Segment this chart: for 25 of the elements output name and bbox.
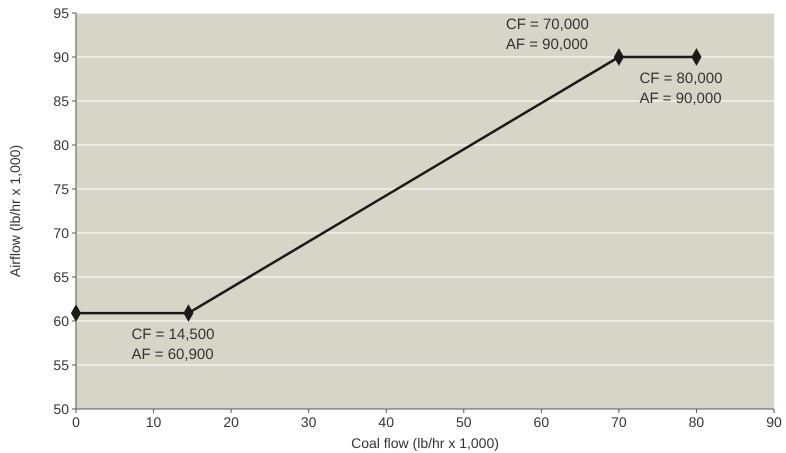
y-tick-label: 80 (53, 136, 70, 153)
annotation: CF = 70,000 AF = 90,000 (506, 16, 589, 53)
annotation: CF = 80,000 AF = 90,000 (639, 70, 722, 107)
y-tick-label: 70 (53, 224, 70, 241)
x-tick-label: 20 (223, 414, 240, 430)
x-tick-label: 70 (611, 414, 627, 430)
x-axis-title: Coal flow (lb/hr x 1,000) (351, 435, 499, 451)
y-tick-label: 95 (53, 4, 70, 21)
y-tick-label: 75 (53, 180, 70, 197)
x-tick-label: 90 (766, 414, 782, 430)
y-tick-label: 55 (53, 356, 70, 373)
y-tick-label: 65 (53, 268, 70, 285)
x-tick-label: 0 (72, 414, 80, 430)
y-tick-label: 85 (53, 92, 70, 109)
y-tick-label: 90 (53, 48, 70, 65)
y-axis-title: Airflow (lb/hr x 1,000) (7, 144, 23, 278)
annotation: CF = 14,500 AF = 60,900 (131, 326, 214, 364)
x-tick-label: 40 (378, 414, 394, 430)
x-tick-label: 80 (688, 414, 704, 430)
y-tick-label: 50 (53, 400, 70, 417)
x-tick-label: 10 (146, 414, 162, 430)
y-tick-label: 60 (53, 312, 70, 329)
x-tick-label: 60 (534, 414, 550, 430)
x-tick-label: 30 (300, 414, 317, 430)
x-tick-label: 50 (456, 414, 472, 430)
